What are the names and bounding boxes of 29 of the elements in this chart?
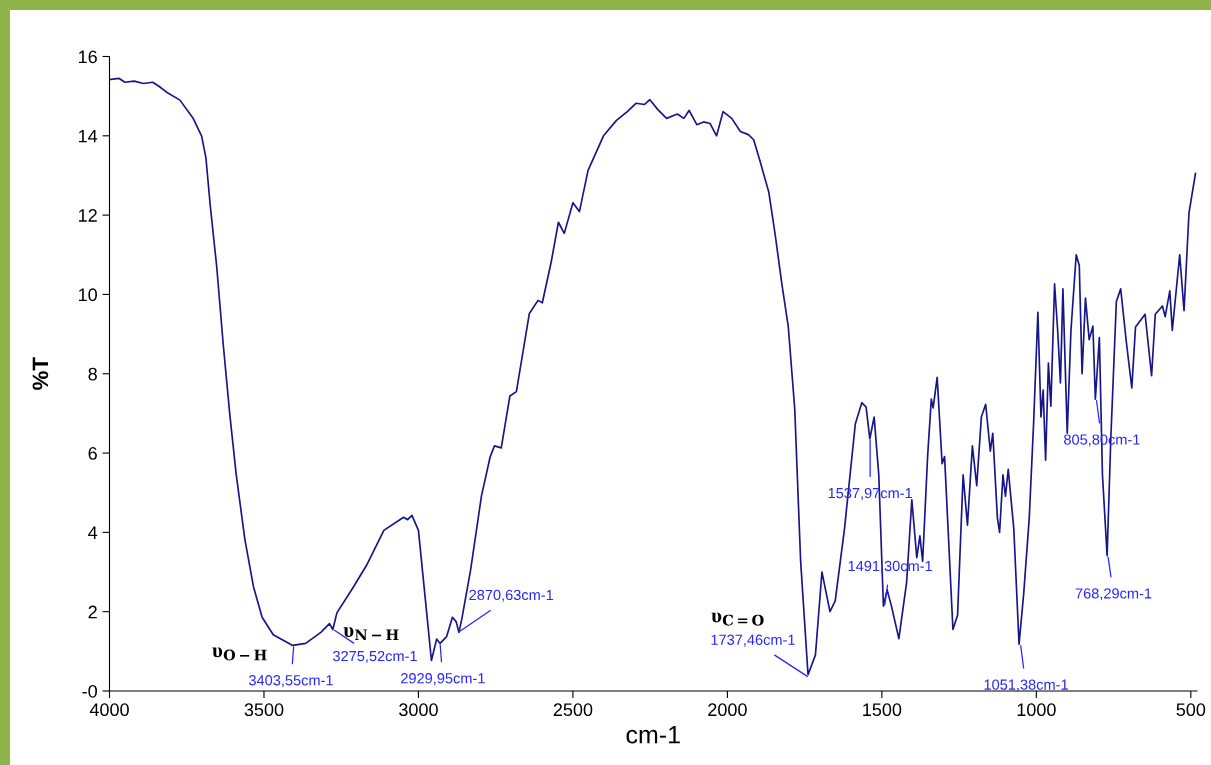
x-tick-label: 500 bbox=[1176, 703, 1206, 717]
y-axis-title: %T bbox=[32, 357, 49, 390]
y-tick-label: 16 bbox=[78, 50, 97, 64]
y-tick-label: 12 bbox=[78, 209, 97, 222]
annotation: υ$_{C=O}$ bbox=[711, 612, 764, 626]
y-tick-label: 4 bbox=[88, 526, 98, 539]
annotation: 768,29cm-1 bbox=[1075, 588, 1152, 601]
x-axis-title: cm-1 bbox=[626, 726, 680, 744]
y-tick-label: 8 bbox=[88, 367, 97, 381]
annotation: 1051,38cm-1 bbox=[984, 679, 1068, 692]
x-tick-label: 3500 bbox=[244, 703, 284, 717]
annotation: 3403,55cm-1 bbox=[248, 675, 333, 688]
y-tick-label: 10 bbox=[78, 288, 97, 302]
x-tick-label: 2500 bbox=[553, 703, 593, 717]
annotation: υ$_{O−H}$ bbox=[212, 647, 267, 661]
y-tick-label: 2 bbox=[88, 605, 97, 619]
annotation: 3275,52cm-1 bbox=[332, 650, 417, 663]
y-tick-label: -0 bbox=[82, 684, 97, 698]
x-tick-label: 1000 bbox=[1017, 703, 1056, 717]
y-tick-label: 6 bbox=[88, 447, 97, 460]
x-tick-label: 1500 bbox=[863, 703, 902, 717]
x-tick-label: 2000 bbox=[708, 703, 747, 717]
annotation: 2929,95cm-1 bbox=[401, 673, 485, 686]
annotation: 1737,46cm-1 bbox=[711, 634, 795, 647]
y-tick-label: 14 bbox=[78, 129, 98, 143]
annotation: υ$_{N−H}$ bbox=[343, 627, 399, 641]
x-tick-label: 4000 bbox=[89, 703, 129, 717]
annotation: 2870,63cm-1 bbox=[469, 589, 554, 602]
x-tick-label: 3000 bbox=[399, 703, 438, 717]
